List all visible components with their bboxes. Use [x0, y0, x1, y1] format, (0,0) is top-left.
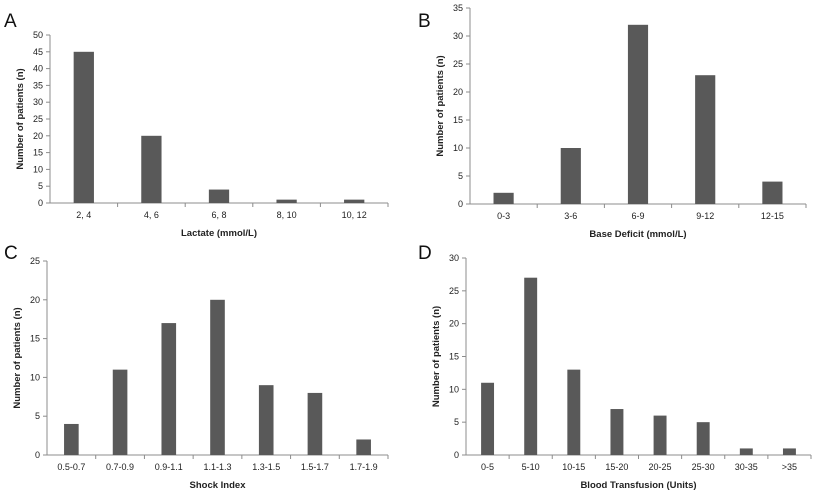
x-tick-label: 10-15 [562, 462, 585, 472]
x-tick-label: 1.5-1.7 [301, 462, 329, 472]
x-tick-label: 4, 6 [144, 210, 159, 220]
y-tick-label: 35 [33, 80, 43, 90]
y-tick-label: 50 [33, 30, 43, 40]
y-tick-label: 10 [30, 372, 40, 382]
x-tick-label: 3-6 [564, 211, 577, 221]
x-tick-label: 15-20 [605, 462, 628, 472]
bar-b-4 [695, 75, 716, 204]
y-tick-label: 20 [33, 131, 43, 141]
x-axis-title: Lactate (mmol/L) [181, 228, 257, 239]
bar-b-1 [493, 192, 514, 204]
chart-panel-d: D 0 5 10 15 20 25 30 0-5 5-10 10-15 15-20 20-25 25-30… [418, 243, 812, 491]
chart-panel-b: B 0 5 10 15 20 25 30 35 0-3 3-6 6-9 9-12 12-15 Base De… [418, 3, 807, 240]
y-tick-label: 5 [38, 181, 43, 191]
x-tick-label: 12-15 [761, 211, 784, 221]
bar-a-4 [276, 199, 297, 203]
x-tick-label: 1.7-1.9 [350, 462, 378, 472]
y-tick-label: 0 [454, 450, 459, 460]
x-tick-label: 2, 4 [76, 210, 91, 220]
y-axis-title: Number of patients (n) [435, 55, 446, 156]
x-tick-label: 0.7-0.9 [106, 462, 134, 472]
bar-d-3 [567, 369, 581, 455]
y-tick-label: 25 [30, 256, 40, 266]
x-tick-label: 0-5 [481, 462, 494, 472]
y-tick-label: 30 [453, 31, 463, 41]
bar-d-7 [739, 448, 753, 455]
y-tick-label: 30 [33, 97, 43, 107]
bar-d-4 [610, 409, 624, 455]
x-tick-label: 0-3 [497, 211, 510, 221]
bar-a-2 [141, 135, 162, 203]
bar-d-8 [782, 448, 796, 455]
x-tick-label: >35 [782, 462, 797, 472]
x-tick-label: 6, 8 [211, 210, 226, 220]
x-tick-label: 20-25 [649, 462, 672, 472]
y-tick-label: 40 [33, 64, 43, 74]
bar-c-6 [307, 392, 323, 455]
bar-c-2 [112, 369, 128, 455]
y-tick-label: 20 [449, 319, 459, 329]
y-tick-label: 25 [33, 114, 43, 124]
y-tick-label: 10 [453, 143, 463, 153]
chart-panel-a: A 0 5 10 15 20 25 30 35 40 45 50 2, 4 4, 6 6, 8 8, 10 10… [4, 11, 389, 239]
y-tick-label: 25 [449, 286, 459, 296]
x-tick-label: 9-12 [696, 211, 714, 221]
bar-b-5 [762, 181, 783, 204]
y-tick-label: 35 [453, 3, 463, 13]
bar-a-3 [208, 189, 230, 203]
y-tick-label: 20 [30, 295, 40, 305]
y-tick-label: 15 [33, 148, 43, 158]
x-axis-title: Base Deficit (mmol/L) [589, 229, 686, 240]
bar-c-3 [161, 323, 177, 455]
x-tick-label: 6-9 [631, 211, 644, 221]
bar-c-5 [258, 385, 274, 455]
y-axis-title: Number of patients (n) [12, 307, 23, 408]
bar-d-5 [653, 415, 667, 455]
chart-panel-c: C 0 5 10 15 20 25 0.5-0.7 0.7-0.9 0.9-1.1 1.1-1.3 1… [4, 243, 389, 491]
x-axis-title: Blood Transfusion (Units) [580, 480, 696, 491]
y-tick-label: 5 [458, 171, 463, 181]
x-tick-label: 1.1-1.3 [203, 462, 231, 472]
y-tick-label: 0 [35, 450, 40, 460]
y-tick-label: 20 [453, 87, 463, 97]
bar-d-1 [481, 382, 495, 455]
panel-letter-b: B [418, 11, 431, 32]
x-tick-label: 10, 12 [342, 210, 367, 220]
y-tick-label: 5 [35, 411, 40, 421]
y-tick-label: 5 [454, 417, 459, 427]
panel-letter-c: C [4, 243, 18, 264]
y-tick-label: 30 [449, 253, 459, 263]
y-tick-label: 0 [458, 199, 463, 209]
y-axis-title: Number of patients (n) [15, 68, 26, 169]
x-tick-label: 8, 10 [277, 210, 297, 220]
bar-a-1 [73, 51, 94, 203]
x-tick-label: 5-10 [522, 462, 540, 472]
x-tick-label: 0.9-1.1 [155, 462, 183, 472]
y-tick-label: 0 [38, 198, 43, 208]
panel-letter-d: D [418, 243, 432, 264]
bar-c-1 [64, 423, 79, 455]
bar-b-2 [560, 148, 581, 204]
y-tick-label: 15 [30, 334, 40, 344]
y-tick-label: 10 [33, 164, 43, 174]
x-tick-label: 1.3-1.5 [252, 462, 280, 472]
x-tick-label: 25-30 [692, 462, 715, 472]
y-tick-label: 25 [453, 59, 463, 69]
x-tick-label: 0.5-0.7 [57, 462, 85, 472]
bar-d-6 [696, 422, 710, 455]
y-tick-label: 15 [449, 352, 459, 362]
bar-b-3 [627, 24, 649, 204]
x-axis-title: Shock Index [190, 480, 247, 491]
bar-c-7 [356, 439, 371, 455]
panel-letter-a: A [4, 11, 17, 32]
bar-a-5 [344, 199, 365, 203]
y-tick-label: 10 [449, 384, 459, 394]
y-tick-label: 15 [453, 115, 463, 125]
x-tick-label: 30-35 [735, 462, 758, 472]
bar-c-4 [210, 299, 225, 455]
y-axis-title: Number of patients (n) [431, 306, 442, 407]
y-tick-label: 45 [33, 47, 43, 57]
bar-d-2 [524, 277, 538, 455]
